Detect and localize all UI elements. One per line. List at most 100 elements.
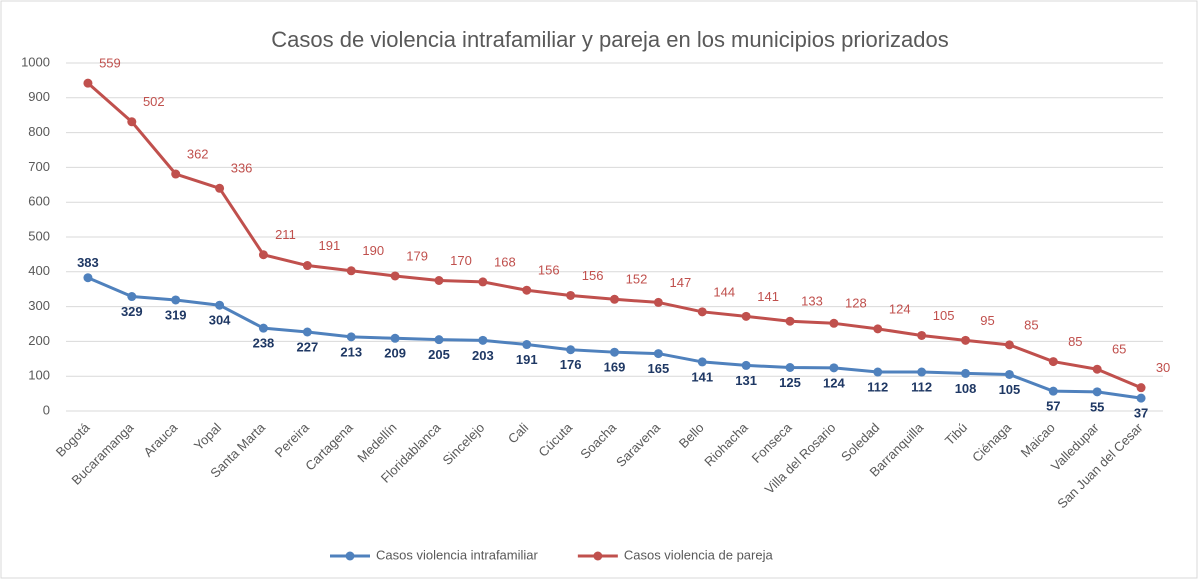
point (302, 327, 312, 337)
point (346, 266, 356, 276)
data-label: 176 (560, 357, 582, 372)
point (873, 324, 883, 334)
data-label: 362 (187, 146, 209, 161)
point (610, 294, 619, 304)
point (741, 311, 751, 321)
point (171, 169, 181, 179)
point (961, 368, 971, 378)
point (522, 285, 532, 295)
point (346, 332, 356, 342)
y-tick-label: 700 (28, 159, 50, 174)
data-label: 170 (450, 253, 472, 268)
point (566, 345, 576, 355)
data-label: 55 (1090, 399, 1104, 414)
point (127, 292, 137, 302)
data-label: 156 (538, 263, 560, 278)
legend-label: Casos violencia intrafamiliar (376, 547, 539, 562)
y-tick-label: 900 (28, 89, 50, 104)
data-label: 112 (867, 379, 888, 394)
point (1092, 364, 1102, 374)
data-label: 190 (362, 243, 384, 258)
data-label: 124 (823, 375, 845, 390)
data-label: 57 (1046, 399, 1060, 414)
legend-marker (345, 551, 355, 561)
data-label: 211 (275, 227, 296, 242)
data-label: 213 (340, 344, 362, 359)
y-tick-label: 400 (28, 263, 50, 278)
data-label: 37 (1134, 406, 1148, 421)
data-label: 383 (77, 255, 99, 270)
point (478, 335, 488, 345)
chart-title: Casos de violencia intrafamiliar y parej… (271, 27, 948, 52)
point (1136, 393, 1146, 403)
point (697, 357, 707, 367)
point (83, 78, 93, 88)
point (302, 261, 312, 271)
data-label: 156 (582, 268, 604, 283)
data-label: 108 (955, 381, 977, 396)
y-tick-label: 600 (28, 194, 50, 209)
point (610, 347, 619, 357)
y-tick-label: 200 (28, 333, 50, 348)
data-label: 205 (428, 347, 450, 362)
point (961, 335, 971, 345)
data-label: 30 (1156, 360, 1170, 375)
data-label: 105 (933, 308, 955, 323)
point (390, 271, 400, 281)
y-tick-label: 1000 (21, 54, 50, 69)
data-label: 128 (845, 296, 867, 311)
legend-label: Casos violencia de pareja (624, 547, 774, 562)
point (83, 273, 93, 283)
data-label: 238 (253, 336, 275, 351)
data-label: 85 (1068, 334, 1082, 349)
y-tick-label: 300 (28, 298, 50, 313)
data-label: 168 (494, 254, 516, 269)
data-label: 304 (209, 313, 231, 328)
data-label: 191 (516, 352, 538, 367)
point (873, 367, 883, 377)
point (1136, 383, 1146, 393)
point (697, 307, 707, 317)
data-label: 319 (165, 307, 187, 322)
point (785, 363, 795, 372)
point (215, 300, 225, 310)
data-label: 227 (296, 339, 318, 354)
y-tick-label: 0 (43, 402, 50, 417)
point (258, 323, 268, 333)
point (1048, 357, 1058, 367)
point (434, 335, 444, 345)
point (1048, 386, 1058, 396)
point (258, 250, 268, 260)
point (829, 363, 839, 373)
data-label: 329 (121, 304, 143, 319)
point (478, 277, 488, 287)
data-label: 95 (980, 313, 994, 328)
data-label: 85 (1024, 317, 1038, 332)
point (1092, 387, 1102, 397)
data-label: 502 (143, 94, 165, 109)
data-label: 105 (999, 382, 1021, 397)
data-label: 141 (691, 369, 713, 384)
point (1004, 369, 1014, 379)
point (434, 276, 444, 285)
data-label: 169 (604, 360, 626, 375)
data-label: 191 (318, 238, 340, 253)
point (566, 290, 576, 300)
point (653, 349, 663, 359)
data-label: 141 (757, 289, 779, 304)
point (522, 340, 532, 350)
data-label: 336 (231, 161, 253, 176)
point (917, 367, 927, 377)
y-tick-label: 500 (28, 228, 50, 243)
point (917, 330, 927, 340)
point (171, 295, 181, 305)
data-label: 147 (670, 275, 692, 290)
data-label: 559 (99, 56, 121, 71)
point (785, 316, 795, 326)
data-label: 124 (889, 301, 911, 316)
point (127, 117, 137, 127)
data-label: 203 (472, 348, 494, 363)
data-label: 179 (406, 248, 428, 263)
